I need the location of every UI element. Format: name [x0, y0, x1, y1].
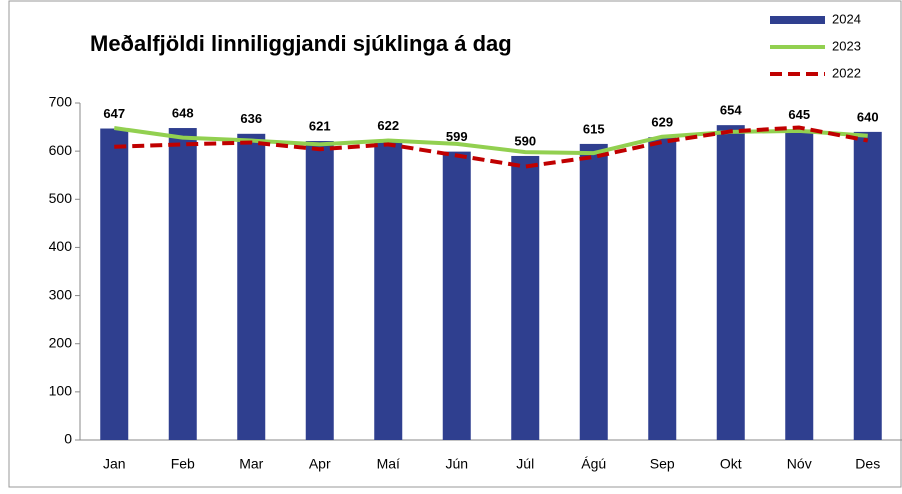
bar [100, 128, 129, 440]
x-tick-label: Des [855, 456, 880, 472]
x-tick-label: Júl [516, 456, 534, 472]
data-label: 645 [788, 107, 810, 122]
data-label: 640 [857, 109, 879, 124]
line-series [114, 125, 869, 169]
data-label: 629 [651, 115, 673, 130]
y-tick-label: 0 [64, 431, 72, 447]
y-tick-label: 600 [49, 142, 73, 158]
x-tick-label: Feb [171, 456, 195, 472]
data-label: 615 [583, 121, 605, 136]
bar [442, 151, 471, 441]
y-tick-label: 200 [49, 334, 73, 350]
legend-label: 2023 [832, 38, 861, 53]
bar [511, 155, 540, 440]
x-tick-label: Apr [309, 456, 331, 472]
y-tick-label: 700 [49, 94, 73, 110]
data-label: 599 [446, 129, 468, 144]
x-tick-label: Sep [650, 456, 675, 472]
x-tick-label: Okt [720, 456, 742, 472]
bar [648, 137, 677, 440]
bar [853, 131, 882, 440]
bar [168, 128, 197, 440]
data-label: 636 [240, 111, 262, 126]
data-label: 621 [309, 118, 331, 133]
legend-label: 2024 [832, 11, 861, 26]
y-tick-label: 300 [49, 286, 73, 302]
x-tick-label: Nóv [787, 456, 812, 472]
x-tick-label: Jún [445, 456, 468, 472]
y-tick-label: 500 [49, 190, 73, 206]
x-tick-label: Ágú [581, 456, 606, 472]
data-label: 590 [514, 133, 536, 148]
x-tick-label: Maí [377, 456, 400, 472]
bar [785, 129, 814, 440]
bar [716, 125, 745, 440]
y-tick-label: 100 [49, 383, 73, 399]
x-tick-label: Jan [103, 456, 126, 472]
legend-swatch [770, 16, 825, 24]
x-tick-label: Mar [239, 456, 263, 472]
bar [374, 140, 403, 440]
data-label: 647 [103, 106, 125, 121]
data-label: 654 [720, 103, 742, 118]
y-tick-label: 400 [49, 238, 73, 254]
data-label: 622 [377, 118, 399, 133]
chart-title: Meðalfjöldi linniliggjandi sjúklinga á d… [90, 31, 512, 56]
bar [305, 141, 334, 441]
legend-label: 2022 [832, 65, 861, 80]
bar [579, 143, 608, 440]
bar [237, 133, 266, 440]
data-label: 648 [172, 105, 194, 120]
